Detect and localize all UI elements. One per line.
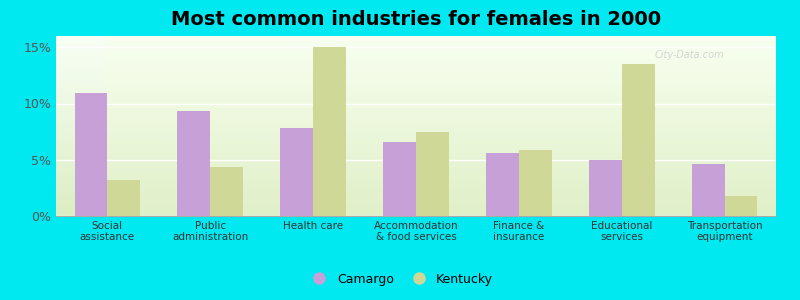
Bar xyxy=(692,164,725,216)
Bar xyxy=(589,160,622,216)
Bar xyxy=(210,167,243,216)
Text: City-Data.com: City-Data.com xyxy=(654,50,725,60)
Bar xyxy=(313,47,346,216)
Bar xyxy=(725,196,758,216)
Bar xyxy=(622,64,654,216)
Bar xyxy=(416,132,449,216)
Bar xyxy=(383,142,416,216)
Bar xyxy=(178,111,210,216)
Bar xyxy=(486,153,519,216)
Bar xyxy=(280,128,313,216)
Legend: Camargo, Kentucky: Camargo, Kentucky xyxy=(302,268,498,291)
Bar xyxy=(107,180,140,216)
Bar xyxy=(74,93,107,216)
Title: Most common industries for females in 2000: Most common industries for females in 20… xyxy=(171,10,661,29)
Bar xyxy=(519,150,552,216)
